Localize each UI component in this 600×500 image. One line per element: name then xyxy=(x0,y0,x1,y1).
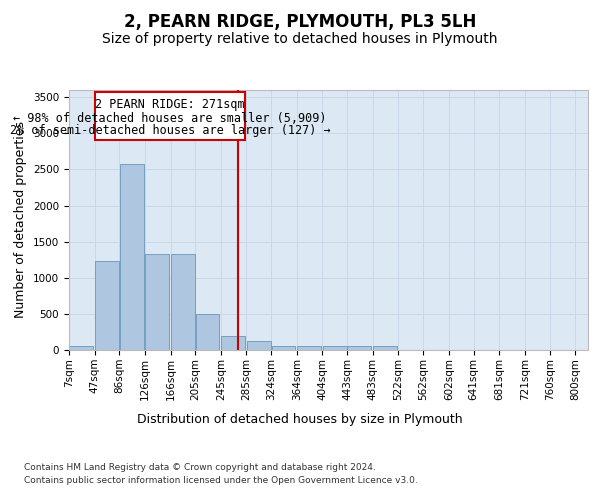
Text: 2 PEARN RIDGE: 271sqm: 2 PEARN RIDGE: 271sqm xyxy=(95,98,245,110)
Text: Distribution of detached houses by size in Plymouth: Distribution of detached houses by size … xyxy=(137,412,463,426)
Bar xyxy=(347,346,371,350)
Bar xyxy=(297,346,321,350)
Text: ← 98% of detached houses are smaller (5,909): ← 98% of detached houses are smaller (5,… xyxy=(13,112,326,125)
Bar xyxy=(69,346,93,350)
Text: Contains public sector information licensed under the Open Government Licence v3: Contains public sector information licen… xyxy=(24,476,418,485)
Bar xyxy=(95,92,245,140)
Text: Size of property relative to detached houses in Plymouth: Size of property relative to detached ho… xyxy=(102,32,498,46)
Bar xyxy=(170,254,194,350)
Text: 2, PEARN RIDGE, PLYMOUTH, PL3 5LH: 2, PEARN RIDGE, PLYMOUTH, PL3 5LH xyxy=(124,12,476,30)
Bar xyxy=(145,254,169,350)
Text: Contains HM Land Registry data © Crown copyright and database right 2024.: Contains HM Land Registry data © Crown c… xyxy=(24,462,376,471)
Bar xyxy=(95,261,119,350)
Bar xyxy=(196,314,220,350)
Bar xyxy=(272,346,295,350)
Bar xyxy=(373,346,397,350)
Bar xyxy=(119,164,143,350)
Y-axis label: Number of detached properties: Number of detached properties xyxy=(14,122,28,318)
Bar xyxy=(221,336,245,350)
Bar xyxy=(247,340,271,350)
Bar xyxy=(323,346,347,350)
Text: 2% of semi-detached houses are larger (127) →: 2% of semi-detached houses are larger (1… xyxy=(10,124,330,138)
